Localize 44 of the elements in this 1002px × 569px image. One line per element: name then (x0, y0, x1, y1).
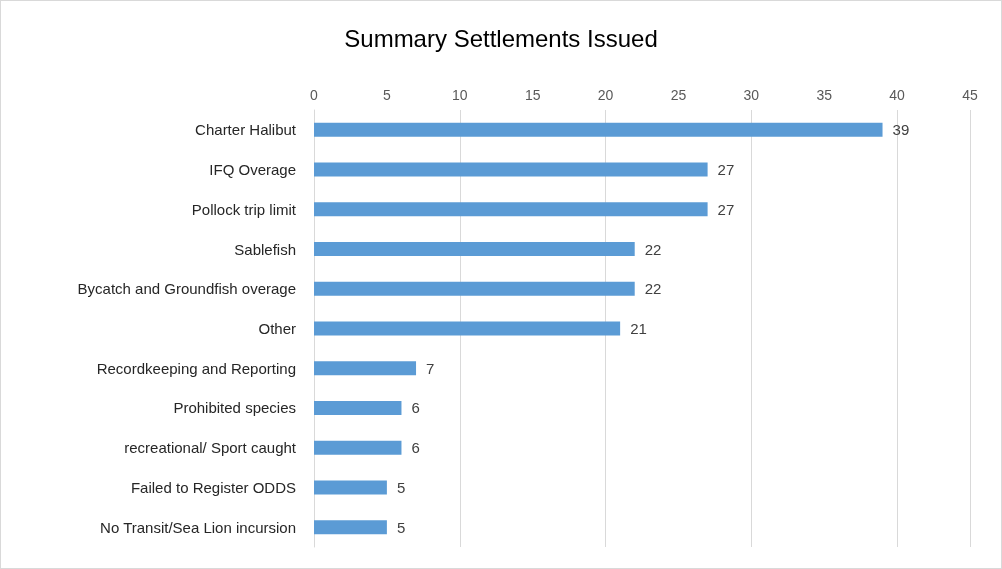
data-label: 5 (396, 518, 406, 536)
y-tick-label: Pollock trip limit (191, 200, 297, 218)
bar (314, 202, 708, 217)
y-tick-label: Prohibited species (173, 399, 296, 417)
bar (314, 361, 417, 376)
data-label: 7 (426, 359, 435, 377)
x-tick-label: 45 (962, 87, 978, 103)
chart-title: Summary Settlements Issued (344, 24, 658, 52)
y-tick-label: No Transit/Sea Lion incursion (100, 518, 296, 536)
y-tick-label: IFQ Overage (209, 161, 296, 179)
data-label: 27 (717, 200, 735, 218)
bar (314, 321, 621, 336)
bar (314, 440, 402, 455)
x-tick-label: 0 (310, 87, 319, 103)
data-label: 5 (396, 478, 406, 496)
data-label: 39 (892, 121, 910, 139)
bar (314, 281, 635, 296)
y-tick-label: Sablefish (234, 240, 296, 258)
x-tick-label: 15 (524, 87, 541, 103)
x-tick-label: 35 (816, 87, 833, 103)
y-tick-label: Failed to Register ODDS (130, 478, 296, 496)
bar (314, 480, 387, 495)
y-tick-label: Bycatch and Groundfish overage (77, 280, 296, 298)
data-label: 21 (630, 320, 647, 337)
y-tick-label: Other (258, 320, 296, 337)
y-tick-label: Charter Halibut (195, 121, 297, 139)
bar (314, 162, 708, 177)
bar (314, 122, 883, 137)
x-tick-label: 20 (597, 87, 614, 103)
x-tick-label: 40 (889, 87, 906, 103)
x-tick-label: 25 (670, 87, 687, 103)
data-label: 22 (644, 280, 662, 298)
bar (314, 400, 402, 415)
bar (314, 242, 635, 257)
x-tick-label: 10 (451, 87, 468, 103)
y-tick-label: recreational/ Sport caught (124, 439, 297, 457)
data-label: 6 (411, 399, 420, 417)
data-label: 22 (644, 240, 662, 258)
data-label: 27 (717, 161, 735, 179)
data-label: 6 (411, 439, 420, 457)
x-tick-label: 5 (382, 87, 391, 103)
bar (314, 520, 387, 535)
y-tick-label: Recordkeeping and Reporting (96, 359, 296, 377)
x-tick-label: 30 (743, 87, 760, 103)
